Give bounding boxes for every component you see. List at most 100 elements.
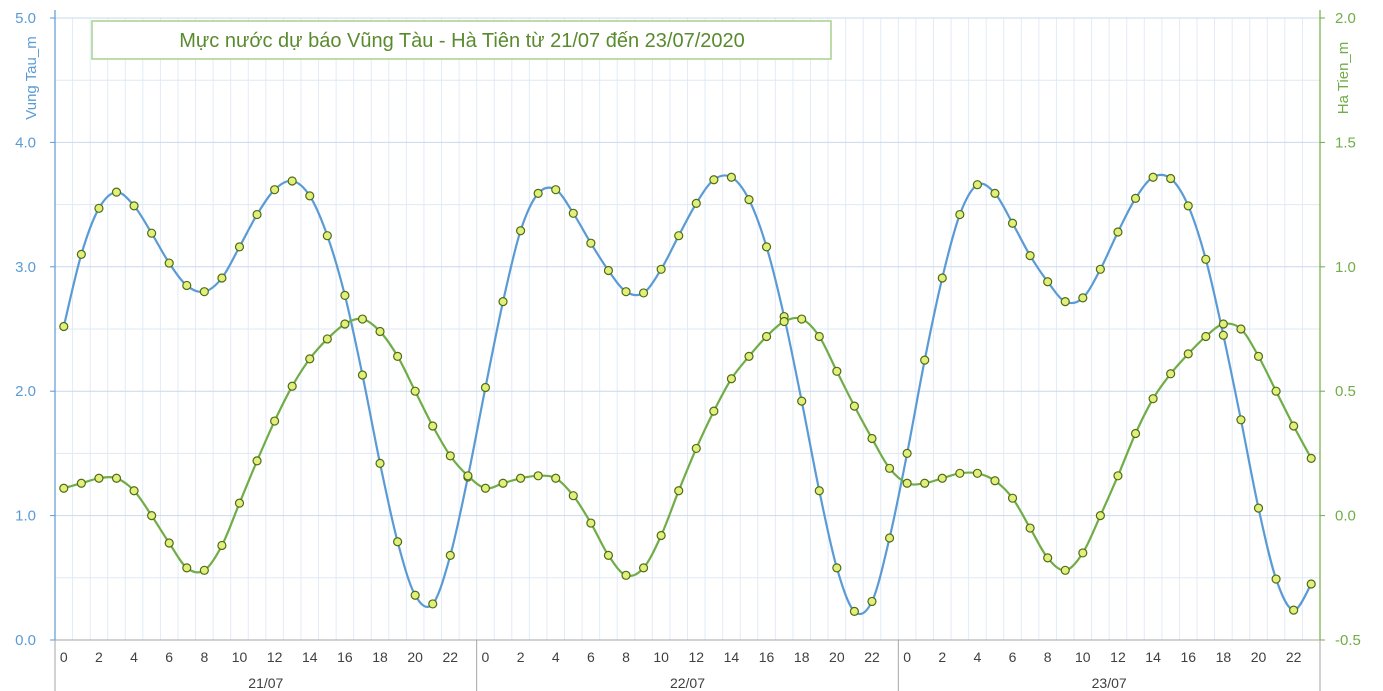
vung-tau-m-point — [1218, 330, 1228, 340]
vung-tau-m-point — [217, 273, 227, 283]
vung-tau-m-point — [1306, 579, 1316, 589]
vung-tau-m-point — [761, 242, 772, 252]
vung-tau-m-point — [182, 280, 192, 291]
ha-tien-m-point — [1007, 493, 1018, 503]
vung-tau-m-point — [1166, 173, 1176, 184]
ha-tien-m-point — [1289, 421, 1299, 431]
ha-tien-m-point — [797, 314, 807, 324]
x-axis-hour-label: 22 — [864, 649, 880, 665]
vung-tau-m-point — [603, 265, 614, 276]
x-axis-hour-label: 10 — [1075, 649, 1091, 665]
vung-tau-m-point — [638, 288, 649, 298]
x-axis-hour-label: 0 — [60, 649, 68, 665]
ha-tien-m-point — [832, 366, 842, 376]
vung-tau-m-point — [393, 537, 403, 547]
x-axis-hour-label: 8 — [200, 649, 208, 665]
ha-tien-m-point — [814, 331, 824, 342]
vung-tau-m-point — [340, 290, 350, 301]
vung-tau-m-point — [937, 273, 947, 283]
x-axis-hour-label: 0 — [903, 649, 911, 665]
left-axis-tick-label: 2.0 — [15, 383, 36, 400]
vung-tau-m-point — [1201, 254, 1211, 264]
ha-tien-m-point — [937, 473, 947, 483]
ha-tien-m-point — [902, 478, 912, 488]
vung-tau-m-point — [1078, 293, 1088, 303]
ha-tien-m-point — [182, 563, 192, 573]
ha-tien-m-point — [515, 473, 526, 483]
vung-tau-m-point — [1095, 264, 1105, 274]
left-axis-tick-label: 5.0 — [15, 10, 36, 27]
ha-tien-m-point — [410, 386, 420, 396]
right-axis-tick-label: 0.0 — [1335, 508, 1356, 525]
x-axis-hour-label: 4 — [552, 649, 560, 665]
ha-tien-m-point — [920, 478, 930, 488]
x-axis-hour-label: 12 — [267, 649, 283, 665]
ha-tien-m-point — [884, 463, 895, 473]
ha-tien-m-point — [59, 483, 69, 493]
x-axis-hour-label: 14 — [1145, 649, 1161, 665]
ha-tien-m-point — [1201, 331, 1211, 342]
series-layer — [59, 172, 1316, 616]
ha-tien-m-point — [674, 486, 684, 496]
x-axis-hour-label: 16 — [759, 649, 775, 665]
ha-tien-m-point — [533, 471, 543, 481]
ha-tien-m-point — [1130, 428, 1141, 439]
vung-tau-m-point — [674, 231, 684, 241]
right-axis-tick-label: 1.0 — [1335, 259, 1356, 276]
vung-tau-m-point — [1148, 172, 1158, 182]
vung-tau-m-point — [1060, 297, 1070, 307]
vung-tau-m-point — [305, 191, 315, 201]
vung-tau-m-point — [94, 203, 104, 213]
x-axis-hour-label: 18 — [372, 649, 388, 665]
x-axis-hour-label: 22 — [1286, 649, 1302, 665]
ha-tien-m-point — [270, 416, 280, 426]
title-layer: Mực nước dự báo Vũng Tàu - Hà Tiên từ 21… — [91, 20, 832, 60]
x-axis-hour-label: 6 — [165, 649, 173, 665]
vung-tau-m-point — [568, 208, 578, 218]
ha-tien-m-point — [1148, 394, 1158, 404]
ha-tien-m-point — [779, 316, 789, 327]
ha-tien-m-point — [1253, 351, 1264, 361]
vung-tau-m-point — [234, 242, 245, 252]
left-axis-tick-label: 1.0 — [15, 508, 36, 525]
grid-layer — [54, 17, 1321, 640]
ha-tien-m-point — [761, 331, 772, 342]
ha-tien-m-point — [551, 473, 561, 483]
vung-tau-m-point — [867, 596, 877, 607]
vung-tau-m-point — [814, 486, 824, 496]
vung-tau-m-point — [252, 209, 262, 220]
ha-tien-m-point — [393, 351, 403, 361]
vung-tau-m-point — [972, 180, 982, 190]
ha-tien-m-point — [76, 478, 86, 488]
axis-layer: 0.0 1.0 2.0 3.0 4.0 5.0 -0.5 0.0 0.5 1.0 1.5 2.0 Vun… — [15, 10, 1361, 691]
left-axis-title: Vung Tau_m — [23, 36, 40, 119]
vung-tau-m-point — [270, 185, 280, 195]
x-axis-hour-label: 2 — [517, 649, 525, 665]
vung-tau-m-point — [1271, 574, 1281, 584]
x-axis-hour-label: 20 — [829, 649, 845, 665]
x-axis-hour-label: 18 — [1216, 649, 1232, 665]
ha-tien-m-point — [1060, 565, 1070, 575]
ha-tien-m-point — [568, 491, 578, 501]
vung-tau-m-point — [621, 287, 631, 297]
ha-tien-m-point — [603, 550, 614, 561]
x-axis-hour-label: 4 — [130, 649, 138, 665]
ha-tien-m-point — [111, 473, 122, 483]
vung-tau-m-point — [322, 231, 332, 241]
vung-tau-m-point — [691, 198, 701, 208]
ha-tien-m-point — [726, 374, 737, 384]
vung-tau-m-point — [902, 448, 912, 458]
vung-tau-m-point — [1025, 251, 1035, 261]
x-axis-hour-label: 0 — [482, 649, 490, 665]
vung-tau-m-point — [498, 297, 508, 307]
x-axis-hour-label: 20 — [1251, 649, 1267, 665]
ha-tien-m-point — [638, 563, 649, 573]
right-axis-tick-label: 2.0 — [1335, 10, 1356, 27]
vung-tau-m-point — [990, 188, 1000, 199]
x-axis-hour-label: 14 — [302, 649, 318, 665]
vung-tau-m-point — [586, 238, 596, 248]
left-axis-tick-label: 4.0 — [15, 134, 36, 151]
ha-tien-m-point — [480, 483, 491, 493]
